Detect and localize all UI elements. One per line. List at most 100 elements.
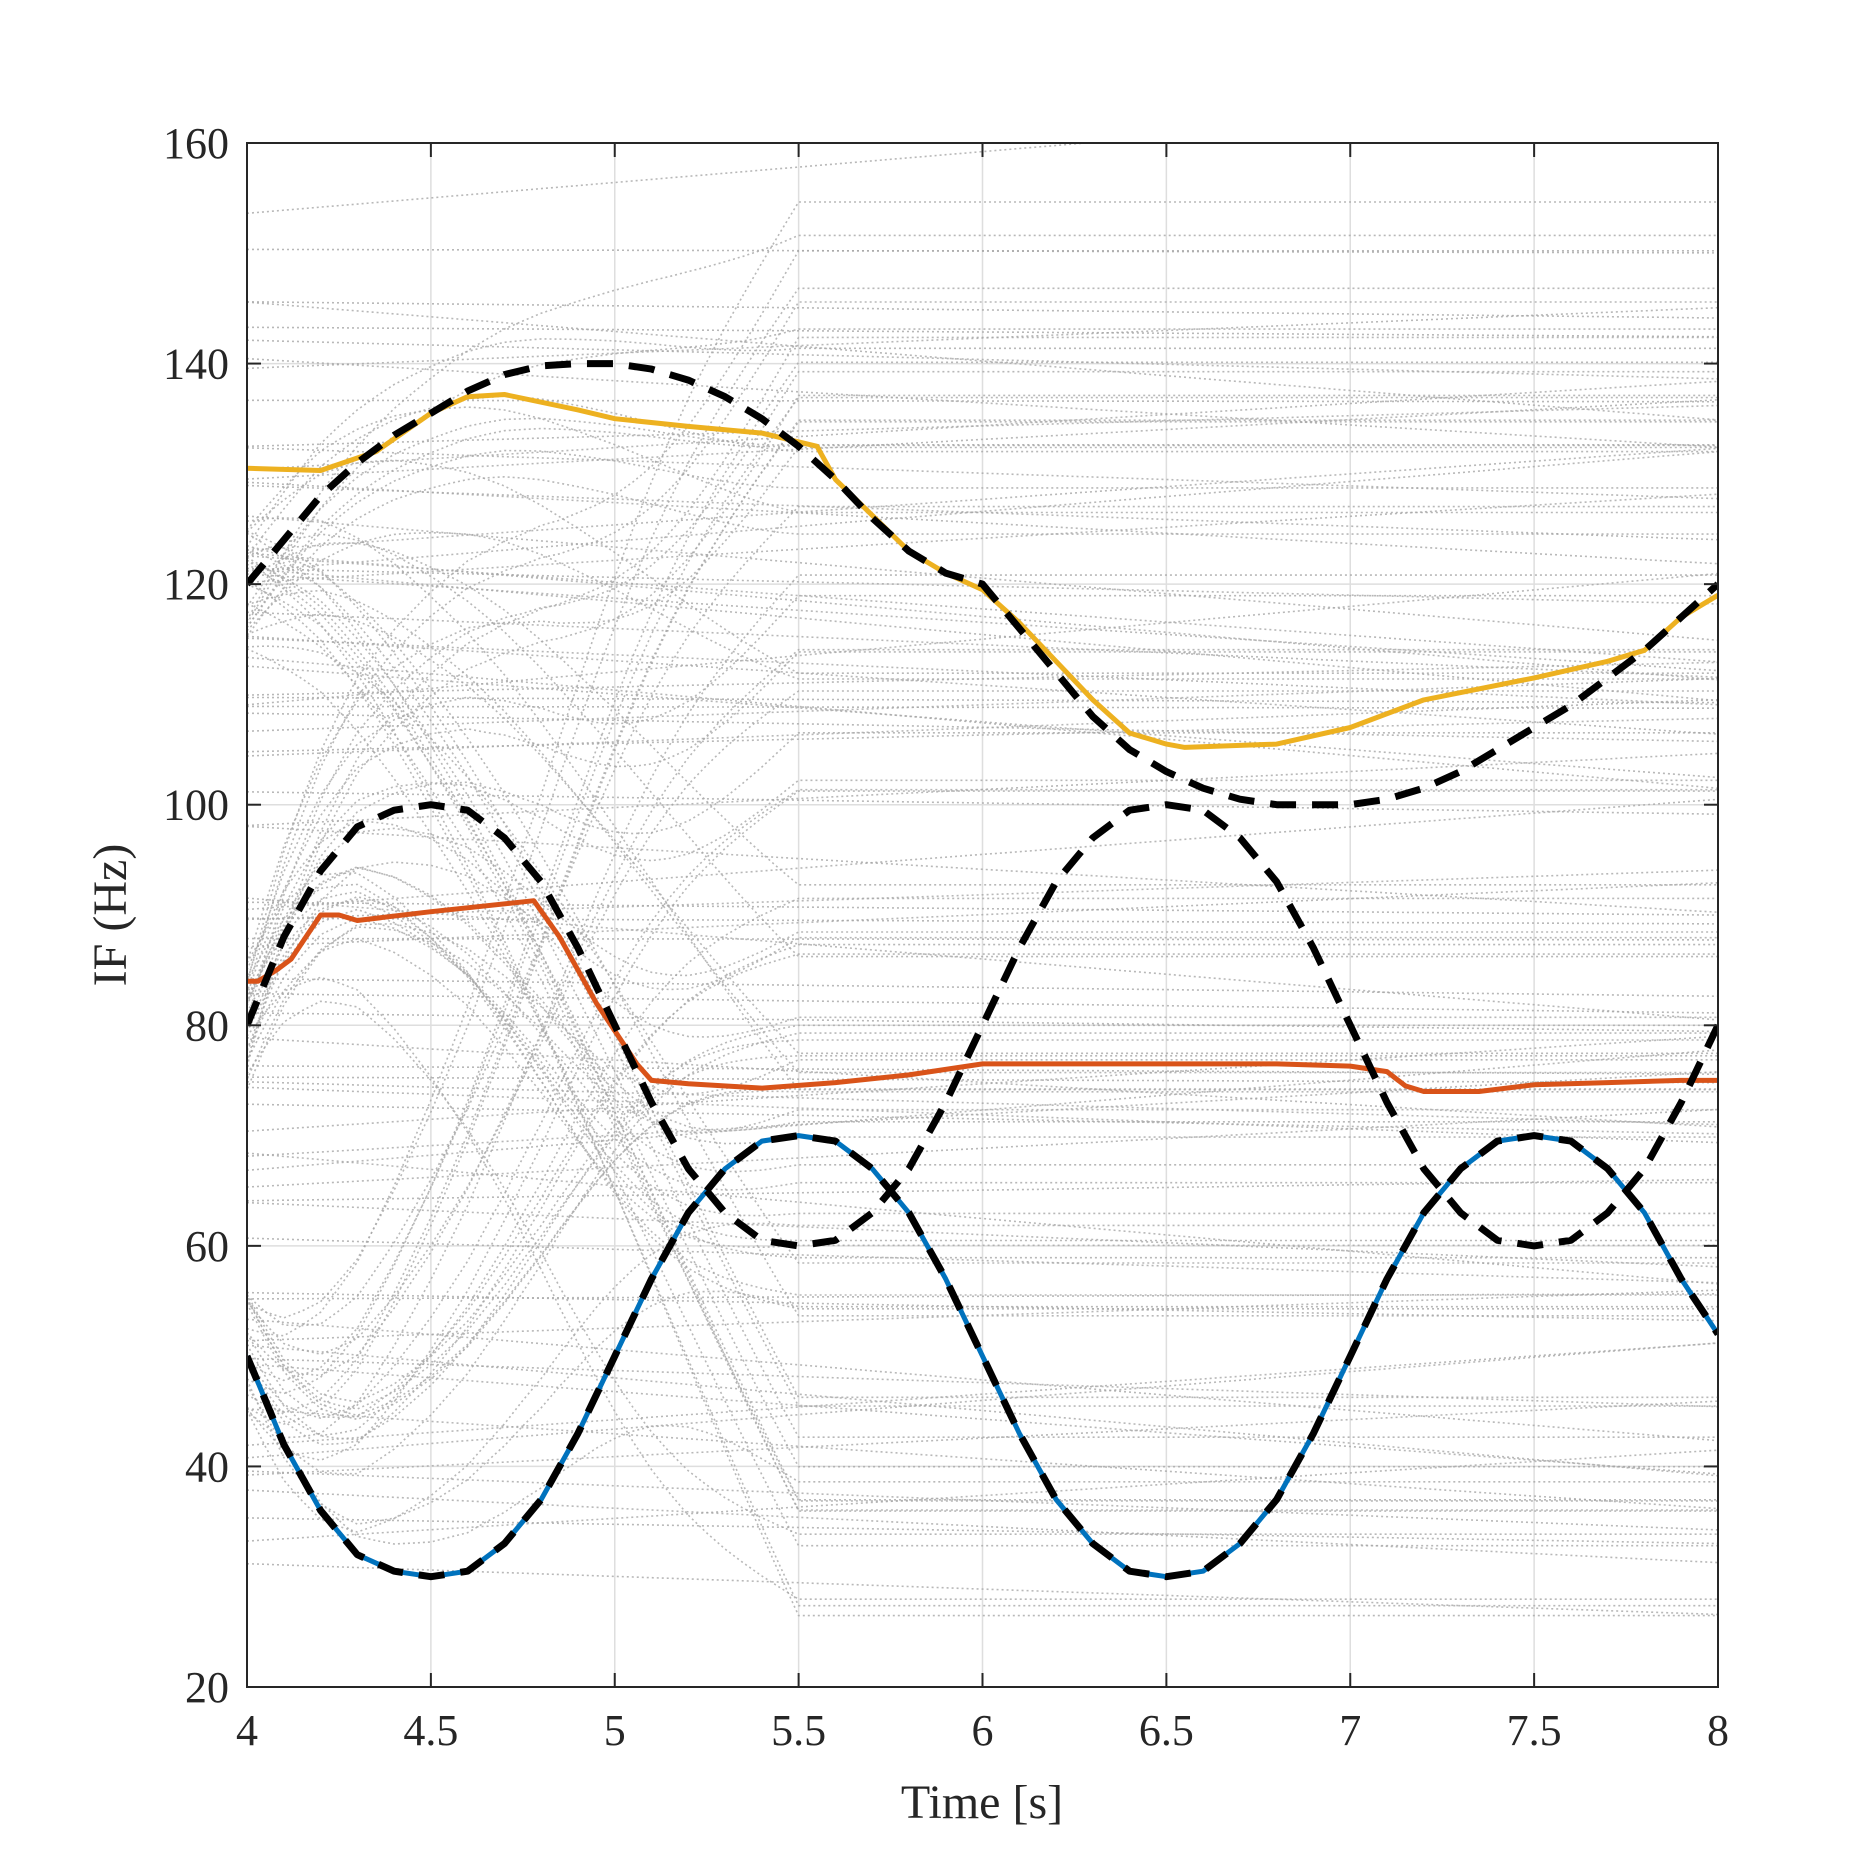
ensemble-curve [247,1049,1718,1172]
ensemble-curve [247,1222,1718,1533]
ensemble-curve [247,1449,1718,1542]
ensemble-curve [247,419,1718,1425]
ensemble-curve [247,143,1096,215]
ensemble-curve [247,861,1718,1050]
ensemble-curve [247,897,1718,1437]
ensemble-curve [247,791,1718,815]
x-tick-label: 5 [604,1706,626,1755]
ensemble-curve [247,475,1718,637]
ensemble-curve [247,589,1718,1074]
estimated-if-blue-line [247,1133,1718,1580]
ensemble-curve [247,301,1718,319]
ensemble-curve [247,882,1718,948]
ensemble-curve [247,926,1718,1134]
ensemble-curve [247,447,1718,552]
ensemble-curve [247,637,1718,706]
ensemble-curve [247,1055,1718,1410]
x-tick-label: 7 [1339,1706,1361,1755]
ensemble-curve [247,420,1718,1414]
ensemble-curve [247,977,1718,997]
ensemble-curve [247,1081,1718,1126]
ensemble-curve [247,1342,1718,1447]
ensemble-curve [247,287,1718,1319]
ensemble-curve [247,380,1718,471]
ensemble-curve [247,563,1718,1511]
ensemble-curve [247,399,1718,403]
ensemble-curve [247,1517,1718,1545]
ensemble-curve [247,1039,1718,1403]
ensemble-curve [247,790,1718,1462]
ensemble-curve [247,447,1718,500]
ensemble-curve [247,869,1718,921]
ensemble-curve [247,306,1718,370]
estimated-if-orange-line [247,898,1718,1094]
ensemble-curve [247,361,1718,1395]
ensemble-curve [247,542,1718,886]
ensemble-curve [247,752,1718,827]
ensemble-curve [247,872,1718,1310]
ensemble-curve [247,301,1718,994]
estimated-if-yellow-line [247,392,1718,750]
ensemble-curve [247,665,1718,779]
ensemble-curve [247,515,1718,642]
ensemble-curve [247,923,1718,1096]
ensemble-curve [247,992,1718,1014]
ensemble-curve [247,1037,1718,1128]
ensemble-curve [247,459,1718,675]
ensemble-curve [247,1289,1718,1342]
ensemble-curve [247,572,1718,706]
ensemble-curve [247,357,1718,448]
ensemble-curve [247,890,1718,1259]
ensemble-curve [247,481,1718,565]
ensemble-curve [247,1290,1718,1525]
x-tick-label: 7.5 [1507,1706,1562,1755]
ensemble-curve [247,825,1718,913]
ensemble-curve [247,396,1718,1382]
ensemble-curve [247,1470,1718,1531]
ensemble-curve [247,579,1718,1607]
ensemble-curve [247,677,1718,732]
ensemble-curve [247,559,1718,1438]
x-tick-label: 8 [1707,1706,1729,1755]
ensemble-curve [247,326,1718,338]
true-if-dashed-line [247,360,1718,809]
ensemble-curve [247,938,1718,1249]
y-axis-label: IF (Hz) [84,844,137,987]
ensemble-curve [247,1408,1718,1510]
ensemble-curve [247,635,1718,735]
ensemble-curve [247,827,1718,1007]
ensemble-curve [247,1344,1718,1477]
ensemble-curve [247,1152,1718,1285]
ensemble-curve [247,656,1718,790]
ensemble-curve [247,339,1718,380]
ensemble-curve [247,648,1718,1377]
ensemble-curve [247,1318,1718,1442]
ensemble-curve [247,493,1718,584]
ensemble-curve [247,484,1718,541]
ensemble-curve [247,1071,1718,1157]
ensemble-curve [247,301,1718,421]
y-tick-label: 140 [163,340,229,389]
ensemble-curve [247,1012,1718,1033]
x-tick-label: 6 [972,1706,994,1755]
ensemble-curve [247,696,1718,704]
ensemble-curve [247,533,1718,958]
y-tick-label: 80 [185,1001,229,1050]
ensemble-curve [247,234,1718,621]
ensemble-curve [247,1562,1718,1616]
x-axis-label: Time [s] [901,1776,1063,1829]
ensemble-curve [247,250,1718,983]
y-tick-label: 60 [185,1222,229,1271]
ensemble-curve [247,1363,1718,1475]
y-tick-label: 100 [163,781,229,830]
x-tick-label: 4.5 [403,1706,458,1755]
ensemble-curve [247,1489,1718,1564]
ensemble-curve [247,548,1718,1407]
ensemble-curve [247,1035,1718,1132]
ensemble-curve [247,1032,1718,1475]
ensemble-curve [247,505,1718,1327]
ensemble-curve [247,399,1718,480]
y-tick-label: 160 [163,119,229,168]
ensemble-curve [247,552,1718,681]
axis-ticks: 4 4.5 5 5.5 6 6.5 7 7.5 8 20 40 60 80 100 120 140 160 [163,119,1729,1755]
